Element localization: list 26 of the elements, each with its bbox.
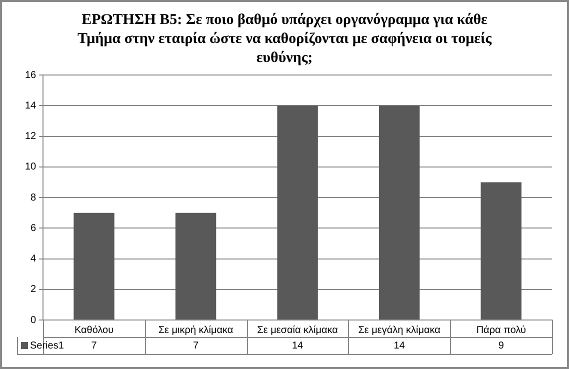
chart-title: ΕΡΩΤΗΣΗ Β5: Σε ποιο βαθμό υπάρχει οργανόγραμμα για κάθε Τμήμα στην εταιρία ώστε να καθορίζονται με σαφήνεια οι τομείς ευθύνης; [76,11,493,68]
legend-label: Series1 [30,340,64,352]
bar [480,182,522,320]
y-tick-label: 10 [25,162,37,173]
data-label: 14 [292,340,304,352]
bar [175,212,216,320]
y-tick-label: 2 [30,284,37,296]
bar [277,106,318,320]
y-tick-label: 4 [30,254,37,264]
data-label: 7 [91,340,98,352]
bar [378,106,420,320]
x-tick-label: Σε μεσαία κλίμακα [257,324,338,336]
y-tick-label: 8 [30,192,37,204]
y-tick-label: 12 [25,131,37,142]
bar [74,212,114,320]
data-label: 7 [193,340,200,352]
y-tick-label: 6 [30,222,37,234]
x-tick-label: Σε μικρή κλίμακα [158,324,234,336]
data-label: 14 [394,340,406,352]
y-tick-label: 16 [25,70,37,81]
y-tick-label: 14 [25,100,37,112]
data-label: 9 [498,340,504,352]
x-tick-label: Σε μεγάλη κλίμακα [358,324,441,336]
x-tick-label: Καθόλου [74,324,114,336]
x-tick-label: Πάρα πολύ [476,324,526,336]
y-tick-label: 0 [30,314,37,326]
